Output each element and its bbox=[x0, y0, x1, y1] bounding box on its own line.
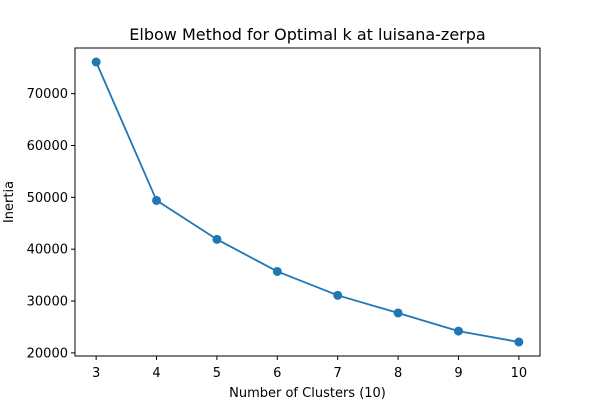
data-point bbox=[333, 290, 343, 300]
plot-background bbox=[75, 48, 540, 356]
x-tick-label: 4 bbox=[152, 366, 160, 381]
data-point bbox=[514, 337, 524, 347]
y-tick-label: 50000 bbox=[27, 191, 68, 206]
x-axis-label: Number of Clusters (10) bbox=[229, 386, 386, 400]
x-tick-label: 8 bbox=[394, 366, 402, 381]
y-tick-label: 20000 bbox=[27, 346, 68, 361]
data-point bbox=[393, 308, 403, 318]
data-point bbox=[272, 266, 282, 276]
x-tick-label: 10 bbox=[511, 366, 528, 381]
chart-title: Elbow Method for Optimal k at luisana-ze… bbox=[129, 25, 485, 44]
y-tick-label: 60000 bbox=[27, 139, 68, 154]
x-tick-label: 3 bbox=[92, 366, 100, 381]
plot-frame bbox=[74, 47, 541, 357]
x-tick-label: 6 bbox=[273, 366, 281, 381]
y-axis-label: Inertia bbox=[2, 181, 17, 223]
x-tick-label: 7 bbox=[334, 366, 342, 381]
x-tick-label: 5 bbox=[213, 366, 221, 381]
x-axis-ticks: 3 4 5 6 7 8 9 10 bbox=[92, 356, 527, 381]
data-point bbox=[91, 57, 101, 67]
data-point bbox=[212, 234, 222, 244]
series-layer bbox=[91, 57, 524, 347]
y-tick-label: 70000 bbox=[27, 87, 68, 102]
data-point bbox=[453, 326, 463, 336]
y-axis-ticks: 20000 30000 40000 50000 60000 70000 bbox=[27, 87, 75, 361]
data-point bbox=[152, 195, 162, 205]
y-tick-label: 40000 bbox=[27, 243, 68, 258]
x-tick-label: 9 bbox=[454, 366, 462, 381]
y-tick-label: 30000 bbox=[27, 295, 68, 310]
series-line bbox=[95, 61, 520, 343]
